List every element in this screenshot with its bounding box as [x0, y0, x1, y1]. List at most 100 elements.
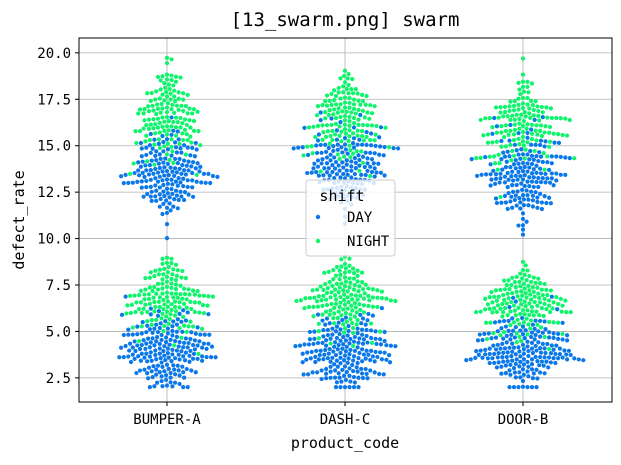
- swarm-point-night: [184, 297, 189, 302]
- swarm-point-day: [139, 342, 144, 348]
- swarm-point-day: [502, 318, 507, 324]
- swarm-point-night: [154, 317, 159, 322]
- swarm-point-day: [474, 349, 479, 354]
- swarm-point-night: [535, 285, 540, 290]
- swarm-point-day: [499, 371, 504, 376]
- swarm-point-night: [529, 297, 534, 302]
- swarm-point-day: [360, 341, 366, 346]
- swarm-point-day: [324, 161, 330, 166]
- swarm-point-day: [530, 193, 536, 198]
- swarm-point-night: [525, 95, 530, 101]
- swarm-point-night: [523, 147, 528, 152]
- swarm-point-night: [525, 308, 530, 313]
- swarm-point-night: [345, 295, 350, 300]
- swarm-point-day: [535, 376, 540, 381]
- swarm-point-day: [534, 367, 539, 372]
- swarm-point-day: [531, 167, 536, 172]
- swarm-point-night: [572, 156, 577, 161]
- swarm-point-night: [361, 310, 366, 315]
- swarm-point-day: [494, 124, 499, 129]
- swarm-point-day: [378, 170, 384, 175]
- swarm-point-night: [547, 144, 552, 149]
- swarm-point-day: [516, 152, 521, 157]
- swarm-point-day: [527, 175, 532, 180]
- swarm-point-day: [343, 315, 348, 320]
- swarm-point-day: [375, 354, 380, 360]
- swarm-point-day: [533, 354, 538, 360]
- swarm-point-day: [382, 338, 387, 344]
- swarm-point-night: [164, 115, 170, 120]
- swarm-point-day: [123, 343, 128, 349]
- swarm-point-night: [338, 76, 343, 81]
- swarm-point-night: [197, 293, 202, 298]
- swarm-point-night: [375, 304, 380, 310]
- swarm-point-night: [520, 259, 526, 265]
- swarm-point-night: [343, 266, 348, 271]
- swarm-point-night: [483, 116, 488, 121]
- swarm-point-night: [347, 100, 352, 106]
- swarm-point-day: [308, 356, 313, 361]
- swarm-point-night: [158, 110, 163, 115]
- swarm-point-night: [323, 281, 328, 287]
- swarm-point-day: [376, 161, 381, 166]
- swarm-point-day: [169, 359, 174, 364]
- swarm-point-day: [510, 169, 515, 174]
- swarm-point-night: [547, 303, 552, 308]
- swarm-point-day: [373, 329, 378, 334]
- swarm-point-night: [491, 331, 496, 336]
- swarm-point-day: [497, 319, 502, 324]
- swarm-point-night: [342, 68, 348, 73]
- swarm-point-day: [535, 195, 540, 200]
- swarm-point-night: [164, 77, 170, 82]
- swarm-point-day: [144, 330, 149, 335]
- swarm-point-night: [360, 128, 365, 134]
- swarm-point-night: [321, 287, 326, 293]
- swarm-point-night: [210, 294, 215, 299]
- swarm-point-day: [377, 135, 382, 140]
- swarm-point-day: [381, 153, 386, 158]
- swarm-point-day: [328, 375, 333, 380]
- swarm-point-night: [529, 309, 535, 314]
- swarm-point-day: [363, 150, 368, 155]
- swarm-point-day: [139, 185, 144, 190]
- swarm-point-night: [519, 112, 524, 117]
- swarm-point-day: [525, 169, 530, 174]
- swarm-point-night: [173, 299, 178, 304]
- swarm-point-day: [543, 171, 548, 177]
- swarm-point-day: [334, 380, 339, 385]
- swarm-point-day: [338, 361, 343, 366]
- swarm-point-night: [142, 297, 147, 302]
- swarm-point-night: [183, 152, 188, 157]
- swarm-point-day: [508, 372, 513, 377]
- swarm-point-night: [329, 290, 334, 295]
- swarm-point-day: [537, 363, 542, 368]
- swarm-point-day: [509, 194, 514, 199]
- swarm-point-day: [534, 179, 539, 185]
- swarm-point-day: [500, 355, 505, 360]
- swarm-point-day: [200, 358, 205, 363]
- swarm-point-night: [156, 299, 161, 304]
- swarm-point-night: [361, 296, 366, 301]
- swarm-point-day: [161, 201, 166, 207]
- swarm-point-night: [347, 128, 352, 133]
- swarm-point-night: [146, 117, 152, 122]
- swarm-point-day: [171, 204, 176, 209]
- swarm-point-day: [483, 347, 488, 352]
- swarm-point-day: [369, 335, 374, 341]
- swarm-point-day: [501, 359, 506, 364]
- swarm-point-day: [347, 373, 352, 378]
- swarm-point-night: [502, 104, 508, 109]
- swarm-point-night: [509, 282, 514, 288]
- swarm-point-day: [144, 168, 149, 173]
- swarm-point-day: [349, 168, 354, 173]
- swarm-point-night: [478, 155, 483, 160]
- swarm-point-day: [193, 331, 198, 336]
- swarm-point-night: [182, 323, 187, 328]
- swarm-point-night: [148, 98, 153, 104]
- swarm-point-day: [182, 158, 187, 163]
- swarm-point-night: [164, 94, 170, 99]
- swarm-point-night: [345, 289, 350, 294]
- y-tick-label: 10.0: [37, 232, 71, 248]
- swarm-point-night: [511, 320, 517, 325]
- swarm-point-day: [144, 152, 149, 158]
